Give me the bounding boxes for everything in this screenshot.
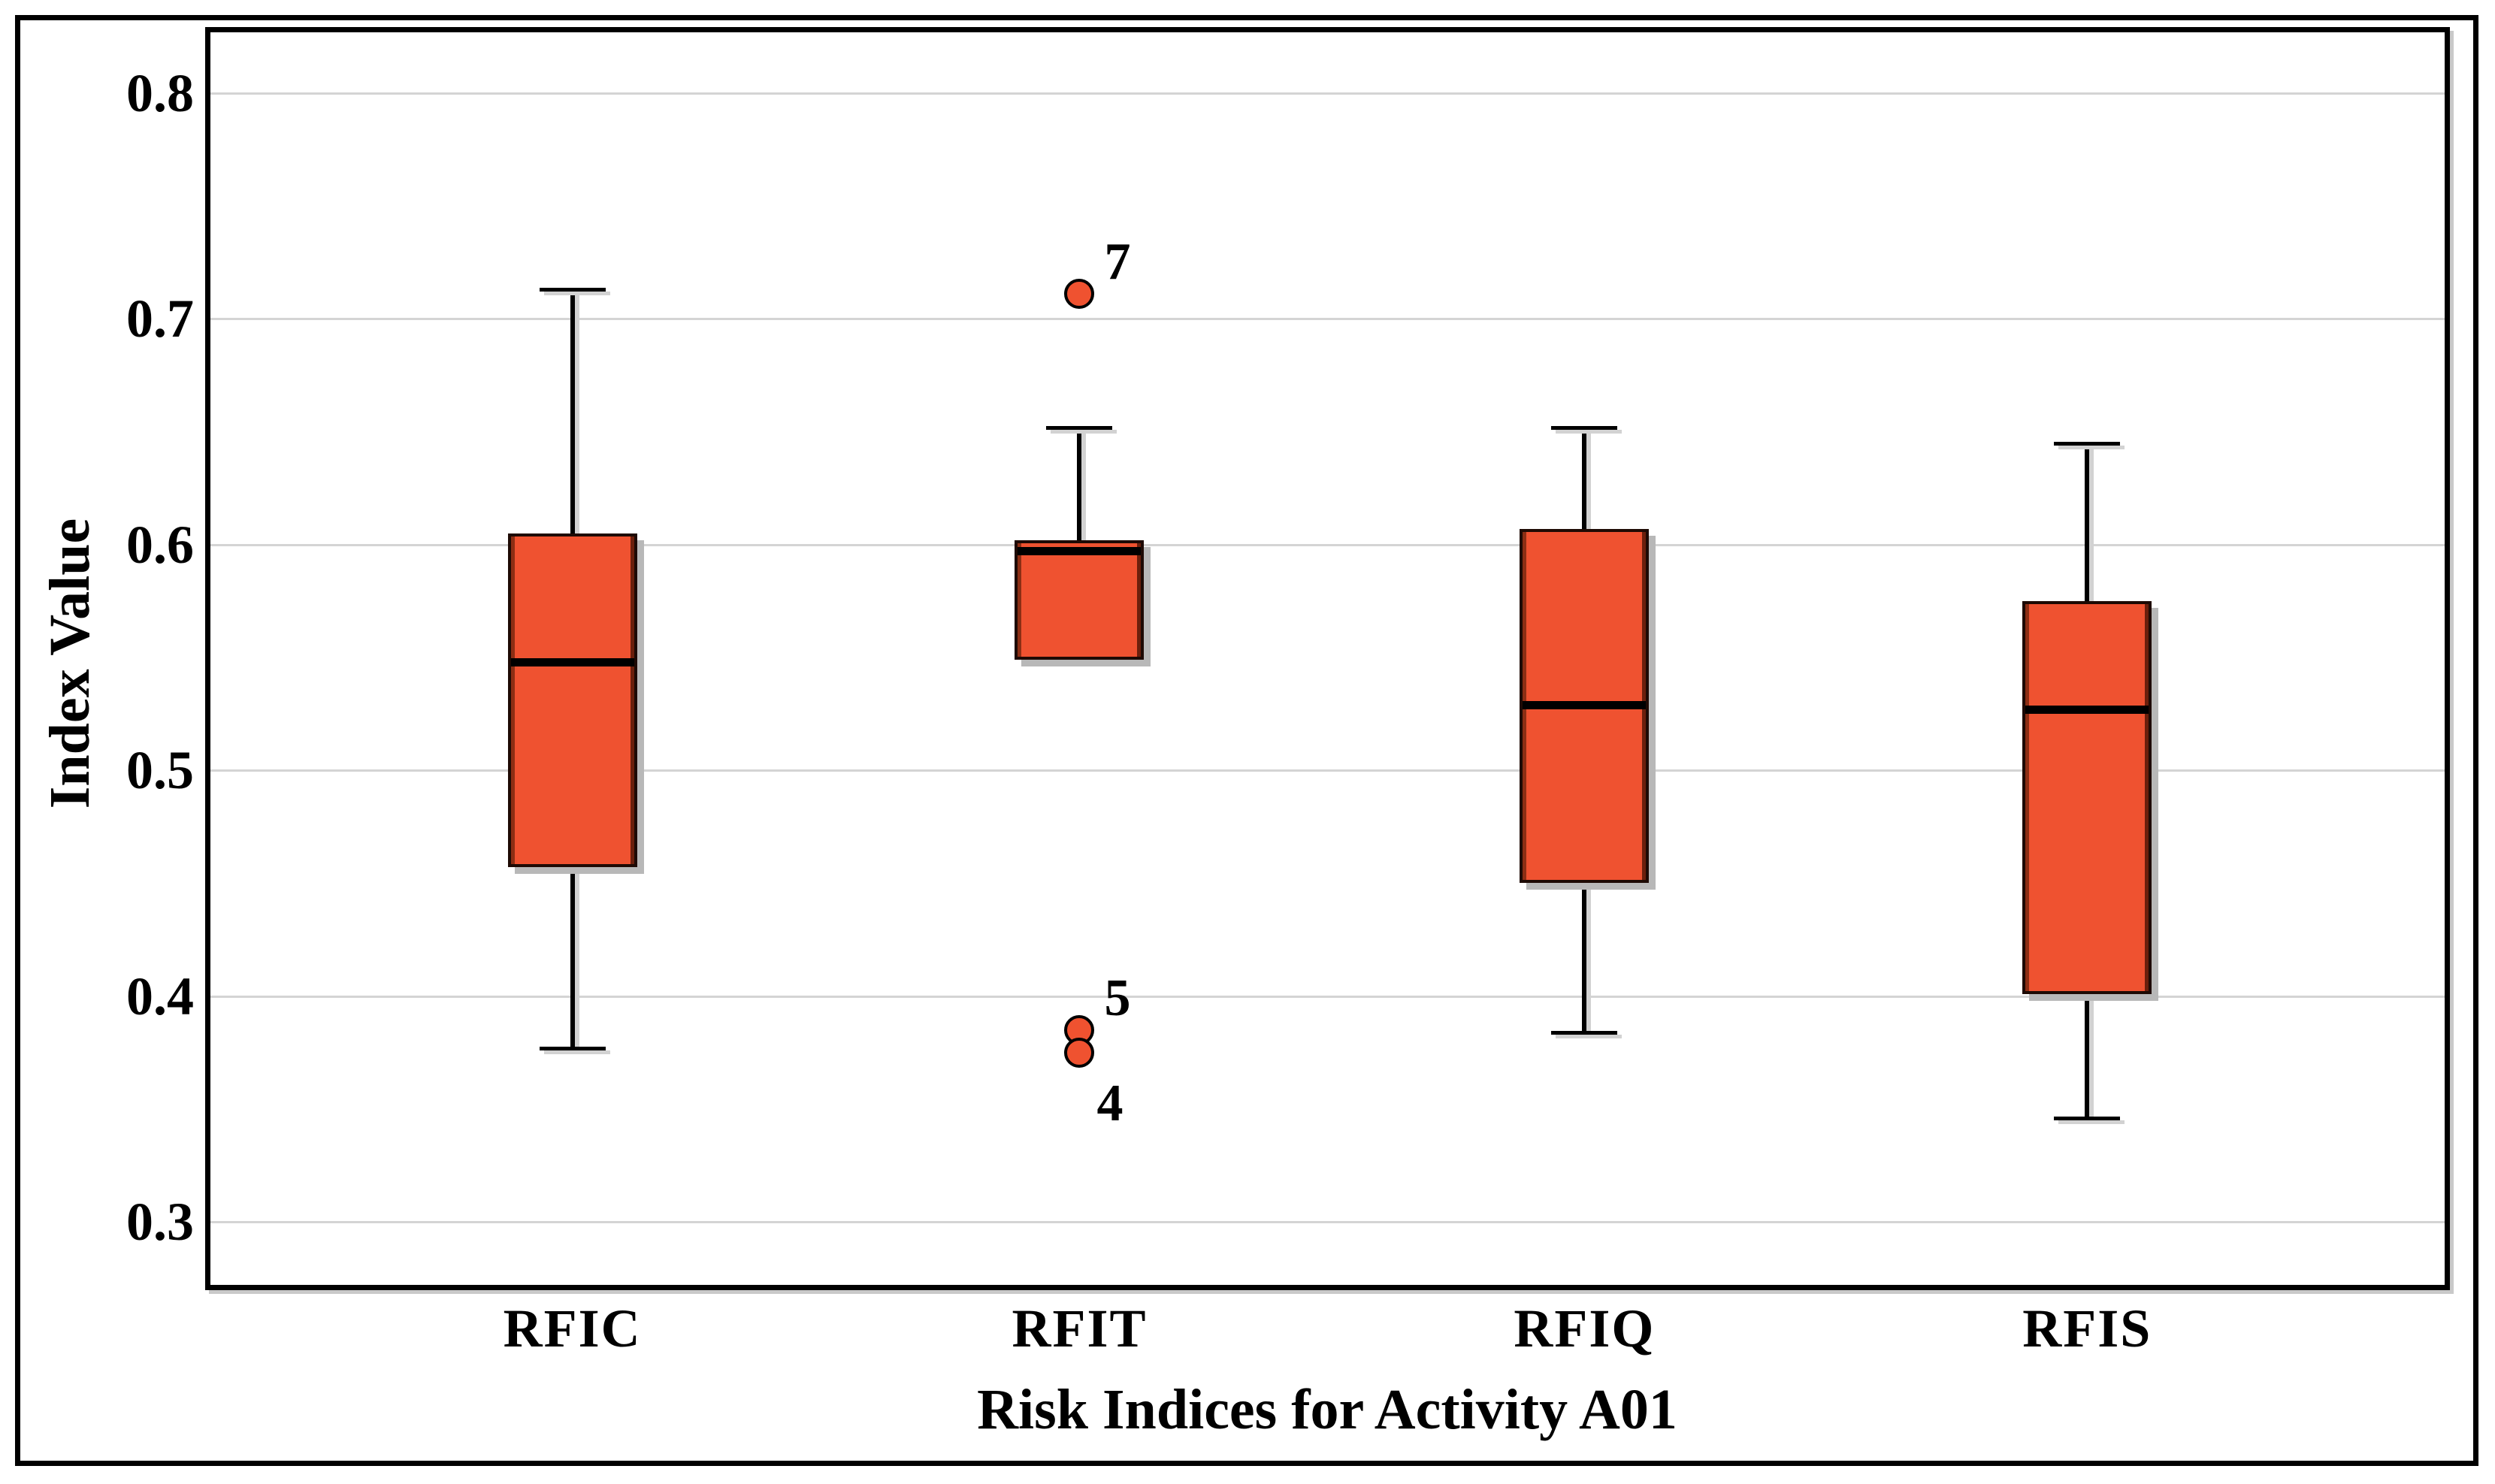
y-tick-label: 0.3 <box>126 1191 194 1252</box>
outlier-dot-rfit-4 <box>1064 1037 1095 1068</box>
whisker-cap-upper-rfit <box>1046 425 1113 430</box>
outlier-label-rfit-5: 5 <box>1104 969 1131 1027</box>
y-tick-label: 0.6 <box>126 514 194 575</box>
whisker-cap-upper-rfis <box>2054 441 2121 446</box>
whisker-lower-rfiq <box>1582 883 1587 1032</box>
whisker-upper-rfic <box>570 289 575 533</box>
x-tick-label-rfiq: RFIQ <box>1514 1298 1656 1359</box>
whisker-cap-lower-rfiq <box>1551 1030 1618 1035</box>
y-tick-label: 0.8 <box>126 63 194 124</box>
outlier-dot-rfit-7 <box>1064 279 1095 310</box>
gridline-0.7 <box>210 318 2445 321</box>
x-tick-label-rfit: RFIT <box>1012 1298 1148 1359</box>
y-tick-label: 0.4 <box>126 966 194 1026</box>
median-line-rfis <box>2025 705 2149 714</box>
whisker-cap-upper-rfiq <box>1551 425 1618 430</box>
y-axis-title: Index Value <box>38 518 101 809</box>
whisker-cap-lower-rfis <box>2054 1116 2121 1120</box>
whisker-cap-upper-rfic <box>539 288 606 292</box>
whisker-upper-rfit <box>1077 427 1082 540</box>
gridline-0.6 <box>210 543 2445 546</box>
boxplot-box-rfis <box>2022 600 2152 994</box>
whisker-lower-rfic <box>570 867 575 1048</box>
outlier-label-rfit-4: 4 <box>1096 1074 1124 1132</box>
y-tick-label: 0.7 <box>126 289 194 349</box>
boxplot-box-rfit <box>1015 539 1145 660</box>
whisker-cap-lower-rfic <box>539 1046 606 1050</box>
x-tick-label-rfic: RFIC <box>503 1298 642 1359</box>
whisker-upper-rfiq <box>1582 427 1587 529</box>
gridline-0.4 <box>210 995 2445 998</box>
gridline-0.8 <box>210 92 2445 95</box>
x-axis-title: Risk Indices for Activity A01 <box>977 1378 1677 1441</box>
median-line-rfit <box>1018 547 1142 556</box>
y-tick-label: 0.5 <box>126 740 194 801</box>
median-line-rfiq <box>1523 700 1647 709</box>
outlier-label-rfit-7: 7 <box>1104 233 1131 292</box>
median-line-rfic <box>510 657 634 666</box>
whisker-lower-rfis <box>2085 993 2090 1118</box>
boxplot-box-rfic <box>507 533 637 868</box>
x-tick-label-rfis: RFIS <box>2022 1298 2152 1359</box>
gridline-0.3 <box>210 1220 2445 1223</box>
gridline-0.5 <box>210 769 2445 772</box>
whisker-upper-rfis <box>2085 443 2090 601</box>
